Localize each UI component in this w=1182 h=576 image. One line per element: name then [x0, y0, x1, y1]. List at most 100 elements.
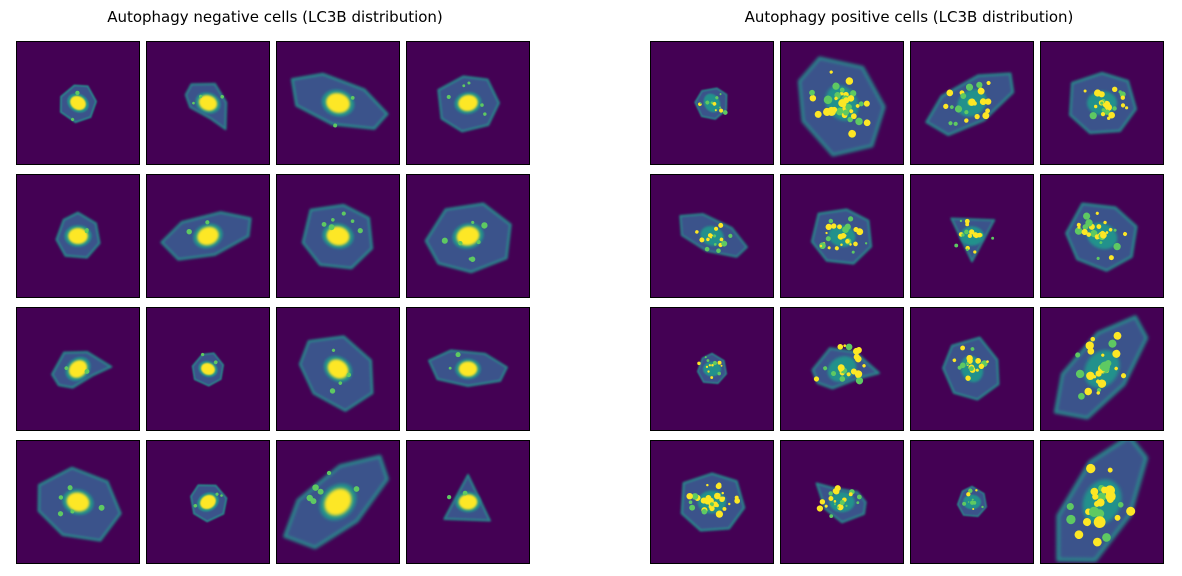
cell-micrograph	[290, 72, 389, 130]
lc3b-punctum	[967, 501, 970, 503]
lc3b-punctum	[836, 506, 839, 509]
cell-micrograph	[55, 211, 101, 259]
lc3b-punctum	[964, 118, 969, 123]
panel-title-positive: Autophagy positive cells (LC3B distribut…	[744, 8, 1074, 26]
lc3b-punctum	[701, 508, 708, 515]
lc3b-punctum	[845, 103, 852, 111]
lc3b-punctum	[849, 109, 854, 114]
lc3b-punctum	[1114, 514, 1121, 521]
lc3b-punctum	[855, 104, 860, 108]
lc3b-punctum	[1101, 353, 1105, 357]
lc3b-punctum	[863, 119, 871, 127]
positive-cell-image	[650, 174, 774, 298]
lc3b-punctum	[840, 243, 843, 247]
lc3b-punctum	[978, 363, 985, 370]
lc3b-punctum	[982, 112, 990, 120]
lc3b-punctum	[856, 501, 860, 505]
lc3b-punctum	[704, 246, 710, 252]
lc3b-punctum	[1113, 242, 1121, 251]
lc3b-punctum	[1104, 109, 1110, 115]
cell-micrograph	[680, 472, 746, 532]
lc3b-punctum	[713, 226, 719, 231]
lc3b-punctum	[959, 362, 966, 369]
lc3b-punctum	[1093, 516, 1106, 528]
lc3b-punctum	[829, 514, 834, 518]
lc3b-punctum	[825, 236, 831, 242]
negative-cell-image	[146, 174, 270, 298]
lc3b-punctum	[728, 233, 733, 238]
lc3b-punctum	[713, 234, 717, 238]
lc3b-punctum	[809, 89, 815, 96]
lc3b-punctum	[845, 504, 848, 508]
cell-micrograph	[443, 473, 491, 522]
lc3b-punctum	[824, 504, 828, 508]
negative-cell-image	[146, 307, 270, 431]
lc3b-punctum	[965, 362, 970, 366]
lc3b-punctum	[1120, 95, 1125, 100]
lc3b-punctum	[720, 364, 723, 367]
lc3b-punctum	[1112, 349, 1121, 358]
lc3b-punctum	[864, 242, 868, 245]
lc3b-punctum	[706, 483, 709, 487]
lc3b-punctum	[1108, 255, 1114, 261]
lc3b-punctum	[1105, 491, 1116, 502]
lc3b-punctum	[813, 376, 820, 382]
lc3b-punctum	[966, 248, 969, 252]
cell-micrograph	[950, 217, 996, 263]
lc3b-punctum	[1112, 106, 1117, 111]
lc3b-punctum	[700, 497, 707, 504]
cell-micrograph	[925, 72, 1015, 137]
lc3b-punctum	[734, 498, 741, 504]
lc3b-punctum	[705, 365, 709, 368]
cell-micrograph	[428, 349, 508, 387]
lc3b-punctum	[845, 239, 850, 244]
lc3b-punctum	[1100, 101, 1104, 105]
lc3b-punctum	[986, 80, 991, 85]
lc3b-punctum	[719, 106, 722, 109]
lc3b-punctum	[1075, 352, 1081, 358]
lc3b-punctum	[828, 496, 834, 501]
negative-cell-image	[16, 440, 140, 564]
lc3b-punctum	[961, 233, 965, 237]
lc3b-punctum	[831, 109, 836, 113]
lc3b-punctum	[1123, 232, 1128, 237]
lc3b-punctum	[711, 363, 714, 367]
lc3b-punctum	[1126, 506, 1136, 516]
cell-micrograph	[1056, 441, 1149, 562]
lc3b-punctum	[851, 250, 855, 254]
lc3b-punctum	[986, 360, 989, 363]
nucleus-signal	[70, 95, 86, 111]
cell-micrograph	[59, 84, 97, 124]
lc3b-punctum	[828, 491, 833, 496]
lc3b-punctum	[954, 105, 963, 113]
lc3b-punctum	[855, 377, 864, 385]
lc3b-punctum	[688, 500, 693, 504]
lc3b-punctum	[969, 229, 975, 235]
lc3b-punctum	[717, 360, 722, 365]
lc3b-punctum	[719, 108, 724, 113]
lc3b-punctum	[819, 242, 826, 250]
lc3b-punctum	[1120, 373, 1127, 379]
cell-micrograph	[942, 336, 1000, 401]
nucleus-signal	[68, 360, 88, 378]
lc3b-punctum	[1108, 339, 1117, 348]
nucleus-signal	[324, 488, 352, 516]
lc3b-punctum	[949, 105, 954, 110]
cell-micrograph	[1069, 72, 1137, 134]
lc3b-punctum	[709, 502, 714, 507]
lc3b-punctum	[837, 503, 844, 511]
lc3b-punctum	[1117, 501, 1124, 508]
lc3b-punctum	[691, 493, 699, 500]
nucleus-signal	[66, 492, 90, 512]
lc3b-punctum	[850, 113, 857, 120]
negative-cell-image	[406, 41, 530, 165]
lc3b-punctum	[839, 91, 844, 96]
lc3b-punctum	[718, 222, 724, 228]
positive-cell-image	[910, 307, 1034, 431]
lc3b-punctum	[850, 90, 857, 97]
lc3b-punctum	[853, 241, 858, 247]
lc3b-punctum	[721, 240, 728, 247]
lc3b-punctum	[839, 500, 845, 506]
lc3b-punctum	[854, 370, 863, 378]
lc3b-punctum	[1096, 256, 1100, 260]
